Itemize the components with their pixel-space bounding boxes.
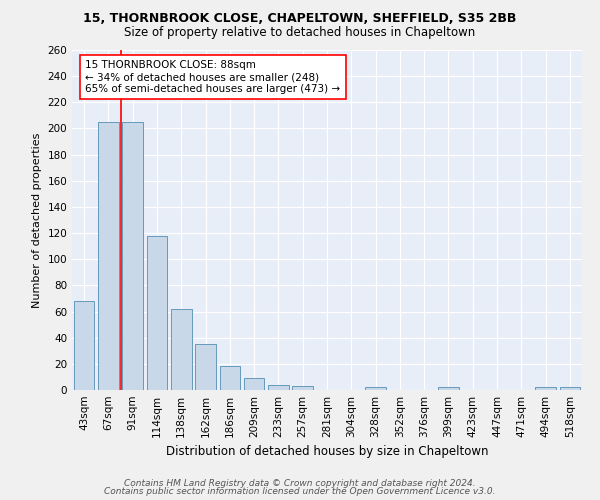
Text: Size of property relative to detached houses in Chapeltown: Size of property relative to detached ho… [124,26,476,39]
Bar [220,366,240,390]
Text: Contains HM Land Registry data © Crown copyright and database right 2024.: Contains HM Land Registry data © Crown c… [124,478,476,488]
Bar [438,388,459,390]
Bar [98,122,119,390]
Bar [365,388,386,390]
Text: 15 THORNBROOK CLOSE: 88sqm
← 34% of detached houses are smaller (248)
65% of sem: 15 THORNBROOK CLOSE: 88sqm ← 34% of deta… [85,60,340,94]
Bar [244,378,265,390]
Bar [171,309,191,390]
Bar [122,122,143,390]
Text: 15, THORNBROOK CLOSE, CHAPELTOWN, SHEFFIELD, S35 2BB: 15, THORNBROOK CLOSE, CHAPELTOWN, SHEFFI… [83,12,517,26]
Bar [268,385,289,390]
Bar [292,386,313,390]
Text: Contains public sector information licensed under the Open Government Licence v3: Contains public sector information licen… [104,487,496,496]
Bar [560,388,580,390]
Bar [195,344,216,390]
Y-axis label: Number of detached properties: Number of detached properties [32,132,42,308]
Bar [146,236,167,390]
Bar [74,301,94,390]
X-axis label: Distribution of detached houses by size in Chapeltown: Distribution of detached houses by size … [166,446,488,458]
Bar [535,388,556,390]
